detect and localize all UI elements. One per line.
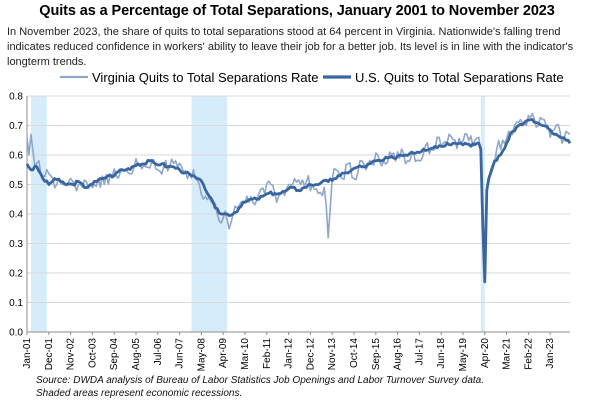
chart-subtitle: In November 2023, the share of quits to … <box>7 26 574 68</box>
x-tick-label: Oct-03 <box>87 338 98 368</box>
y-tick-label: 0.7 <box>9 121 23 132</box>
x-tick-label: Apr-09 <box>218 338 229 368</box>
source-line: Source: DWDA analysis of Bureau of Labor… <box>36 375 485 386</box>
y-tick-label: 0.3 <box>9 239 23 250</box>
quits-line-chart: 0.0 0.1 0.2 0.3 0.4 0.5 0.6 0.7 0.8 Jan-01 Dec-01 N… <box>9 70 572 372</box>
x-tick-label: Sep-04 <box>109 338 120 371</box>
x-tick-label: Jul-17 <box>414 338 425 366</box>
x-tick-label: Feb-11 <box>262 338 273 369</box>
x-tick-label: Jan-12 <box>284 338 295 369</box>
x-tick-label: Dec-12 <box>305 338 316 371</box>
gridlines <box>27 95 570 303</box>
x-tick-label: Nov-13 <box>327 338 338 371</box>
x-tick-label: Sep-15 <box>371 338 382 371</box>
y-tick-label: 0.2 <box>9 269 23 280</box>
x-tick-label: Jun-18 <box>436 338 447 369</box>
chart-source-note: Source: DWDA analysis of Bureau of Labor… <box>36 375 586 400</box>
x-tick-label: May-19 <box>458 338 469 372</box>
x-tick-label: Mar-10 <box>240 338 251 370</box>
x-tick-label: Jan-01 <box>22 338 33 369</box>
x-tick-label: May-08 <box>196 338 207 372</box>
x-tick-label: Jul-06 <box>153 338 164 366</box>
x-tick-label: Mar-21 <box>502 338 513 370</box>
x-tick-label: Oct-14 <box>349 338 360 368</box>
x-tick-label: Feb-22 <box>523 338 534 370</box>
axes: 0.0 0.1 0.2 0.3 0.4 0.5 0.6 0.7 0.8 Jan-01 Dec-01 N… <box>9 92 570 372</box>
x-tick-label: Jan-23 <box>545 338 556 369</box>
x-tick-label: Aug-16 <box>393 338 404 371</box>
y-tick-label: 0.6 <box>9 151 23 162</box>
y-tick-label: 0.5 <box>9 180 23 191</box>
series-line-virginia <box>26 112 571 280</box>
y-tick-label: 0.1 <box>9 298 23 309</box>
legend: Virginia Quits to Total Separations Rate… <box>60 70 564 85</box>
x-tick-label: Aug-05 <box>131 338 142 371</box>
legend-label-virginia: Virginia Quits to Total Separations Rate <box>92 70 318 85</box>
recession-note: Shaded areas represent economic recessio… <box>36 387 243 399</box>
chart-title: Quits as a Percentage of Total Separatio… <box>39 3 555 19</box>
legend-label-us: U.S. Quits to Total Separations Rate <box>355 70 564 85</box>
x-tick-label: Jun-07 <box>175 338 186 369</box>
y-tick-label: 0.8 <box>9 92 23 103</box>
y-tick-label: 0.0 <box>9 328 23 339</box>
x-tick-label: Nov-02 <box>66 338 77 371</box>
series-lines <box>25 112 572 284</box>
series-line-us <box>25 118 572 284</box>
x-tick-label: Dec-01 <box>44 338 55 371</box>
y-tick-label: 0.4 <box>9 210 23 221</box>
x-tick-label: Apr-20 <box>480 338 491 368</box>
